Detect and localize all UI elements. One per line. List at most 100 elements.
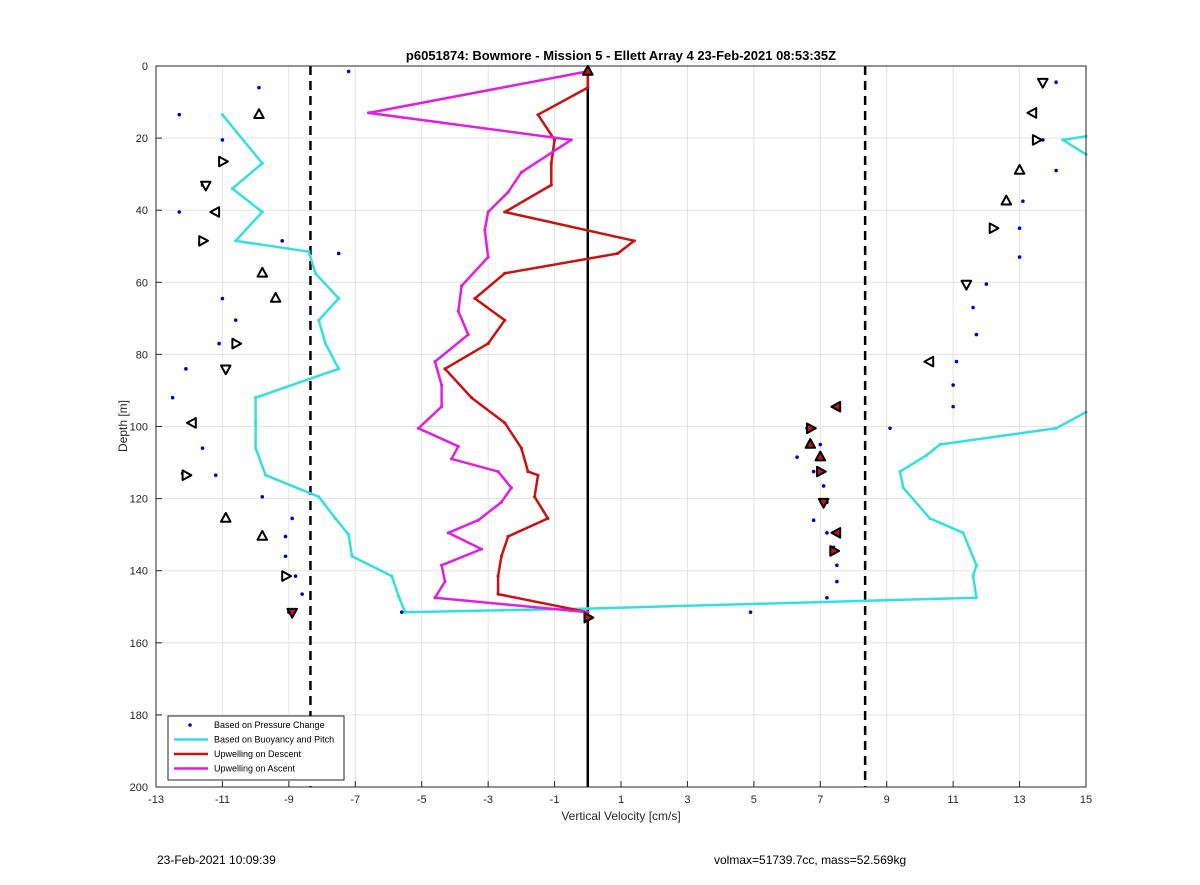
series-point [569, 138, 573, 142]
y-tick-label: 0 [142, 61, 148, 73]
series-point [337, 367, 341, 371]
series-point [924, 453, 929, 457]
series-point [307, 250, 311, 254]
x-tick-label: 13 [1013, 794, 1025, 806]
pressure-point [954, 359, 959, 364]
series-point [898, 469, 902, 474]
series-point [366, 111, 371, 115]
triangle-marker [220, 511, 232, 523]
series-point [337, 296, 341, 301]
series-3 [366, 69, 590, 614]
pressure-point [811, 469, 816, 474]
triangle-marker [231, 337, 243, 350]
series-layer [170, 64, 1088, 624]
triangle-marker [923, 355, 935, 368]
series-point [536, 113, 540, 117]
footer-timestamp: 23-Feb-2021 10:09:39 [157, 853, 276, 867]
legend-label: Upwelling on Ascent [214, 764, 296, 774]
series-point [971, 574, 975, 578]
series-0 [170, 69, 1058, 614]
series-point [446, 531, 450, 535]
triangle-marker [218, 155, 229, 168]
y-tick-label: 200 [130, 782, 148, 794]
triangle-marker [1037, 77, 1049, 89]
pressure-point [293, 574, 298, 578]
pressure-point [346, 69, 351, 74]
series-point [254, 396, 258, 400]
pressure-point [177, 112, 182, 117]
series-point [317, 318, 321, 322]
series-point [974, 563, 978, 567]
series-point [450, 457, 454, 461]
pressure-point [177, 210, 182, 214]
triangle-marker [817, 497, 830, 509]
triangle-marker [1031, 134, 1043, 146]
pressure-point [1021, 199, 1025, 203]
series-4 [181, 77, 1049, 582]
pressure-point [1054, 80, 1058, 85]
pressure-point [835, 563, 839, 568]
x-tick-label: -9 [284, 794, 294, 806]
x-tick-label: 3 [684, 794, 690, 806]
triangle-marker [804, 438, 817, 449]
series-point [440, 383, 444, 387]
series-point [333, 516, 337, 521]
pressure-point [821, 484, 826, 488]
series-point [456, 309, 460, 313]
series-point [479, 547, 484, 551]
pressure-point [213, 473, 218, 477]
triangle-marker [830, 400, 842, 413]
triangle-marker [830, 527, 842, 539]
legend-label: Based on Buoyancy and Pitch [214, 735, 334, 745]
y-tick-label: 180 [130, 710, 148, 722]
series-point [549, 161, 553, 165]
series-point [546, 516, 550, 521]
reference-lines [309, 66, 867, 787]
triangle-marker [286, 607, 298, 619]
x-tick-label: 9 [884, 794, 890, 806]
series-point [586, 610, 590, 614]
triangle-marker [582, 64, 594, 76]
pressure-point [971, 305, 975, 310]
triangle-marker [1013, 164, 1026, 175]
x-tick-label: 15 [1080, 794, 1092, 806]
x-tick-label: -1 [550, 794, 560, 806]
series-point [483, 228, 487, 232]
series-point [506, 534, 510, 539]
series-point [230, 186, 234, 191]
triangle-marker [220, 364, 232, 376]
series-point [616, 251, 620, 256]
series-point [503, 318, 507, 322]
pressure-point [283, 534, 288, 539]
triangle-marker [1000, 194, 1013, 206]
series-point [536, 473, 540, 477]
grid [155, 65, 1087, 788]
series-point [632, 239, 636, 243]
pressure-point [825, 595, 829, 600]
series-point [496, 592, 500, 596]
y-tick-label: 120 [130, 494, 148, 506]
series-point [403, 610, 407, 614]
triangle-marker [806, 422, 817, 435]
pressure-point [811, 518, 816, 523]
triangle-marker [256, 266, 269, 278]
series-point [928, 516, 932, 521]
series-point [390, 574, 394, 578]
pressure-point [984, 282, 989, 286]
triangle-marker [253, 108, 265, 119]
series-point [549, 183, 553, 187]
series-point [254, 421, 258, 425]
series-point [350, 554, 354, 558]
series-point [254, 446, 258, 450]
series-point [496, 469, 500, 474]
series-5 [286, 64, 842, 624]
pressure-point [260, 494, 265, 499]
series-point [440, 563, 444, 567]
x-tick-label: -11 [215, 794, 230, 806]
tick-labels: -13 -11 -9 -7 -5 -3 -1 1 3 5 7 9 11 13 150204060801001… [130, 61, 1092, 806]
pressure-point [1017, 226, 1022, 231]
y-axis-label: Depth [m] [116, 400, 130, 452]
y-tick-label: 20 [136, 133, 148, 145]
series-point [260, 210, 264, 214]
